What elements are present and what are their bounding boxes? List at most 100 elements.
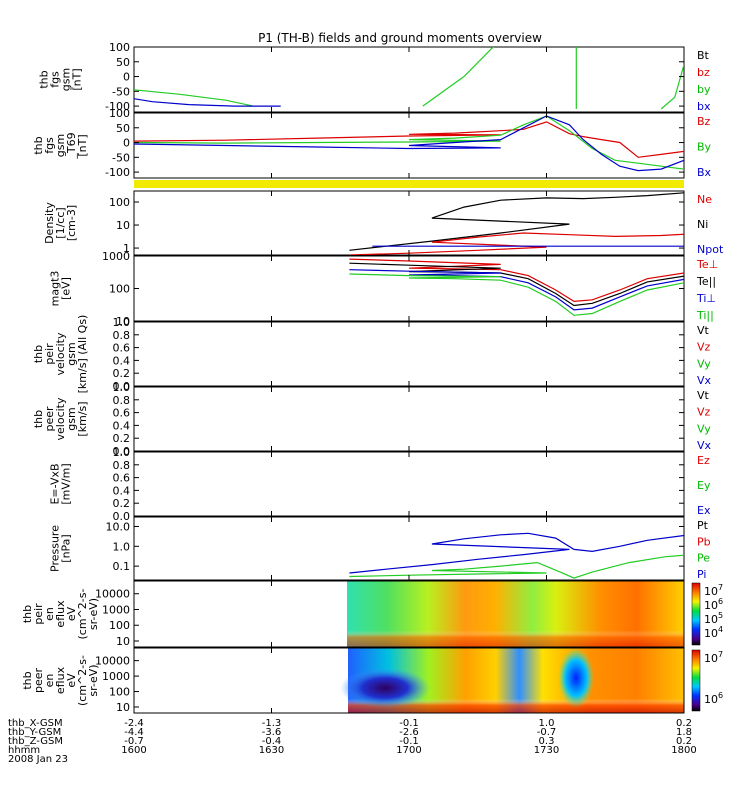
series-line-bx <box>134 98 281 107</box>
legend-entry-by: by <box>697 83 711 96</box>
y-axis-label-line: thb <box>21 671 34 689</box>
series-line-Ne <box>349 232 684 255</box>
colorbar-tick-label: 105 <box>704 611 723 626</box>
y-tick-label: 50 <box>116 122 130 135</box>
y-axis-label-line: [nPa] <box>60 534 73 562</box>
y-tick-label: 100 <box>109 619 130 632</box>
y-tick-label: 10 <box>116 635 130 648</box>
legend-entry-bz: bz <box>697 66 710 79</box>
x-axis-annotation: thb_X-GSM -2.4 -1.3 -0.1 1.0 0.2 thb_Y-GSM -4.4… <box>8 718 697 765</box>
y-axis-label-line: gsm <box>54 134 67 157</box>
x-axis-date: 2008 Jan 23 <box>8 754 68 765</box>
legend-entry-Ne: Ne <box>697 193 712 206</box>
colorbar-tick-label: 104 <box>704 625 723 640</box>
electron-spectrogram-panel <box>133 647 701 714</box>
panel-3: 100 10 1 Density[1/cc][cm-3] Ne Ni Npot <box>43 190 724 256</box>
x-axis-row-value: 0.2 <box>676 736 692 747</box>
y-tick-label: 1 <box>123 242 130 255</box>
panel-series <box>134 47 684 110</box>
ion-spectrogram-panel <box>133 580 701 648</box>
series-line-by <box>422 47 494 107</box>
panel-6: 1.00.80.60.40.20.0thbpeervelocitygsm[km/… <box>32 381 712 458</box>
y-axis-label-line: [eV] <box>60 277 73 300</box>
y-tick-label: 1.0 <box>113 446 131 459</box>
y-axis-label-line: peer <box>32 668 45 694</box>
y-tick-label: 10 <box>116 315 130 328</box>
x-axis-row-value: 0.3 <box>539 736 555 747</box>
y-axis-label-line: [cm-3] <box>65 205 78 241</box>
y-tick-label: 0.4 <box>113 484 131 497</box>
legend-entry-Ey: Ey <box>697 479 711 492</box>
x-axis-row-value: -3.6 <box>262 727 282 738</box>
y-axis-label-line: thb <box>21 605 34 623</box>
colorbar-tick-base: 10 <box>704 613 718 626</box>
panel-series <box>349 258 684 316</box>
legend-entry-Vy: Vy <box>697 422 711 435</box>
legend-entry-Ti||: Ti|| <box>696 309 714 322</box>
quality-bar <box>134 180 684 188</box>
y-tick-label: 1.0 <box>113 381 131 394</box>
colorbar-tick-exponent: 6 <box>718 691 723 700</box>
y-axis-label-line: thb <box>32 345 45 363</box>
y-tick-label: 0.8 <box>113 459 131 472</box>
ion-spectrogram-low-energy-band <box>347 581 684 647</box>
y-tick-label: 50 <box>116 56 130 69</box>
y-tick-label: 10000 <box>95 655 130 668</box>
y-axis-label-line: peir <box>43 343 56 365</box>
x-axis-row-value: -0.1 <box>399 736 419 747</box>
x-axis-row-value: -4.4 <box>124 727 144 738</box>
y-axis-label-line: (cm^2-s- <box>76 655 89 706</box>
x-axis-row-value: -0.7 <box>124 736 144 747</box>
legend-entry-Vy: Vy <box>697 357 711 370</box>
series-line-By <box>134 115 684 170</box>
legend-entry-Npot: Npot <box>697 243 724 256</box>
y-tick-label: 100 <box>109 196 130 209</box>
x-axis-row-value: -0.7 <box>537 727 557 738</box>
panel-frame <box>133 451 685 517</box>
y-tick-label: 100 <box>109 686 130 699</box>
x-axis-row-value: 1630 <box>259 745 284 756</box>
legend-entry-Vt: Vt <box>697 324 710 337</box>
panels: 100500-50-100thbfgsgsm[nT]Btbzbybx100500… <box>21 41 724 714</box>
y-tick-label: 0.6 <box>113 342 131 355</box>
panel-5: 1.00.80.60.40.20.0thbpeirvelocitygsm[km/… <box>32 315 712 394</box>
legend-entry-Vx: Vx <box>697 439 712 452</box>
y-tick-label: 0.1 <box>113 560 131 573</box>
colorbar-tick-label: 106 <box>704 597 723 612</box>
x-axis-row-value: 1800 <box>671 745 696 756</box>
x-axis-row-value: 1600 <box>121 745 146 756</box>
panel-8: 10.0 1.0 0.1 Pressure[nPa] Pt Pb Pe Pi <box>49 516 711 581</box>
electron-spectrogram-frame <box>133 647 685 714</box>
legend-entry-Vz: Vz <box>697 406 711 419</box>
y-tick-label: 0.0 <box>113 445 131 458</box>
y-axis-label-line: peer <box>43 406 56 432</box>
legend-entry-Te⊥: Te⊥ <box>696 258 718 271</box>
y-axis-label-line: en <box>43 607 56 621</box>
y-axis-label-line: magt3 <box>49 271 62 307</box>
legend-entry-Pe: Pe <box>697 552 710 565</box>
colorbar-tick-label: 107 <box>704 583 723 598</box>
y-tick-label: 10 <box>116 219 130 232</box>
y-axis-label-line: eV <box>65 606 78 621</box>
series-line-Ni <box>349 192 684 251</box>
y-tick-label: -50 <box>112 151 130 164</box>
panel-frame <box>133 321 685 387</box>
series-line-Ti⊥ <box>349 269 684 311</box>
y-tick-label: 1.0 <box>113 316 131 329</box>
colorbar-tick-exponent: 6 <box>718 597 723 606</box>
panel-10: 10000100010010107106thbpeerenefluxeV(cm^… <box>21 648 723 714</box>
panel-frame <box>133 516 685 581</box>
y-axis-label-line: [km/s] <box>76 401 89 436</box>
y-axis-label-line: [nT] <box>76 134 89 156</box>
y-tick-label: 100 <box>109 107 130 120</box>
y-tick-label: -50 <box>112 85 130 98</box>
colorbar-tick-label: 106 <box>704 691 723 706</box>
y-tick-label: 1000 <box>102 603 130 616</box>
x-axis-row-name: thb_X-GSM <box>8 718 63 729</box>
legend-entry-By: By <box>697 141 712 154</box>
y-tick-label: -100 <box>105 100 130 113</box>
panel-9: 10000100010010107106105104thbpeireneflux… <box>21 581 723 648</box>
y-tick-label: 0 <box>123 137 130 150</box>
y-tick-label: 10000 <box>95 588 130 601</box>
